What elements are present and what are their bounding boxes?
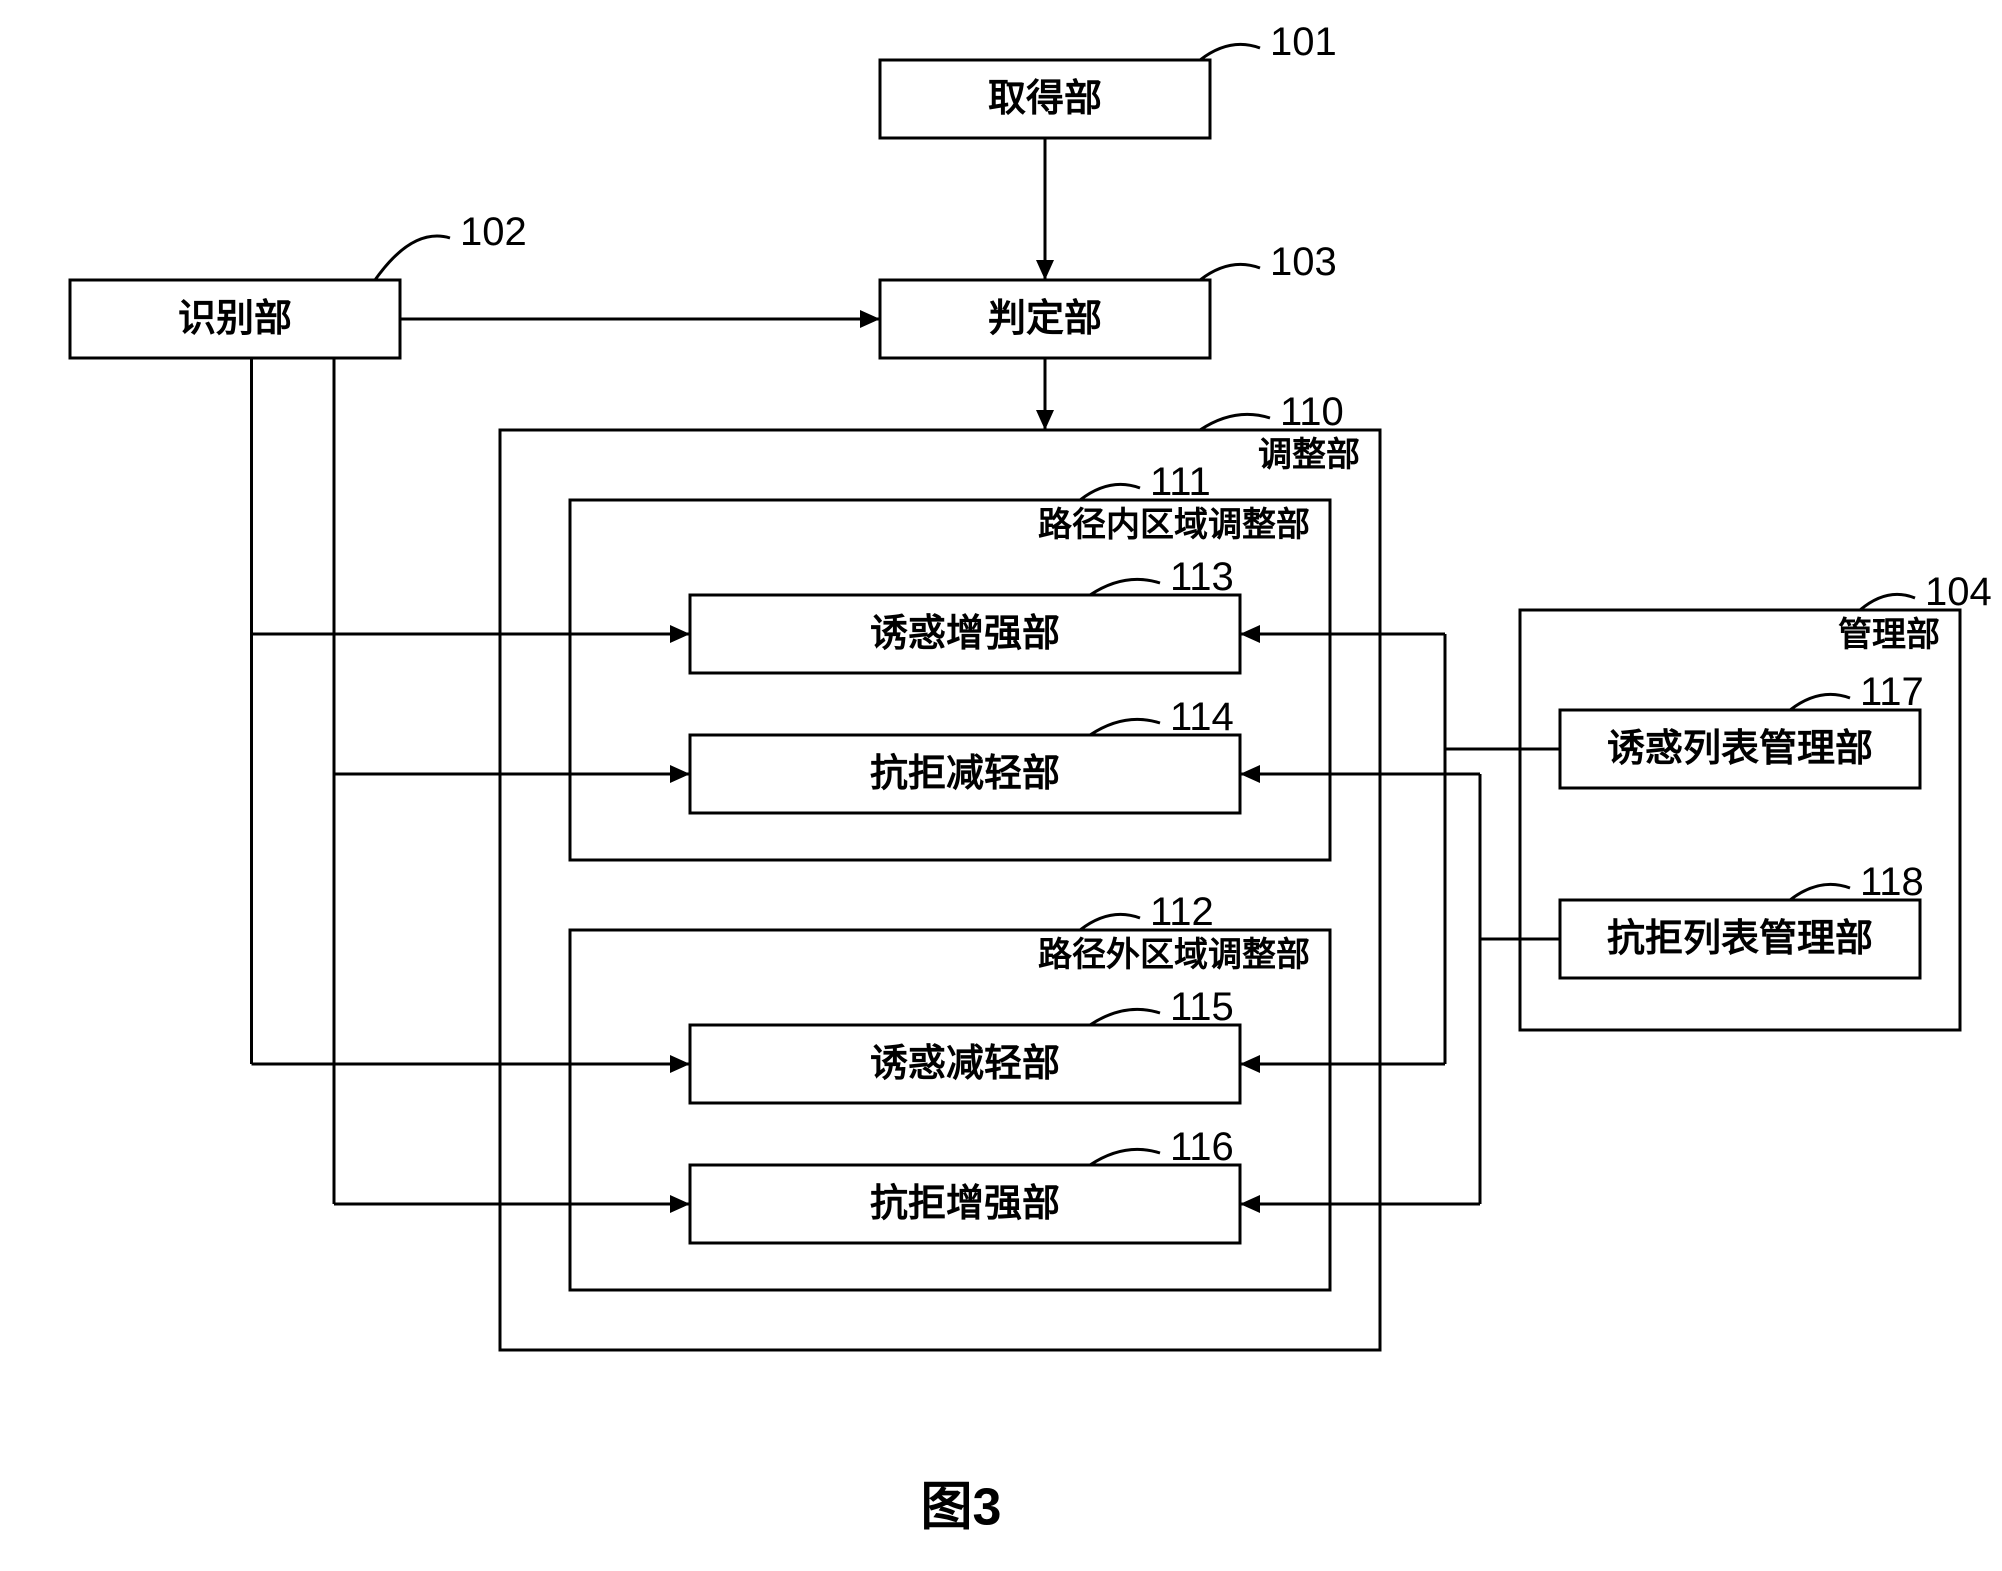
ref-b101: 101 — [1270, 20, 1337, 64]
diagram-canvas: 取得部识别部 判定部诱惑增强部抗拒减轻部诱惑减轻部抗拒增强部 诱惑列表管理部抗拒列表… — [0, 0, 2002, 1571]
figure-label: 图3 — [921, 1479, 1002, 1537]
leader-b104 — [1860, 594, 1915, 610]
ref-b116: 116 — [1170, 1125, 1234, 1169]
ref-b117: 117 — [1860, 670, 1924, 714]
leader-b101 — [1200, 44, 1260, 60]
ref-b114: 114 — [1170, 695, 1234, 739]
ref-b102: 102 — [460, 210, 527, 254]
boxes-layer — [70, 60, 1960, 1350]
title-b110: 调整部 — [1258, 436, 1360, 474]
ref-b104: 104 — [1925, 570, 1992, 614]
title-b112: 路径外区域调整部 — [1038, 936, 1310, 974]
leader-b102 — [375, 236, 450, 280]
label-b113: 诱惑增强部 — [870, 613, 1060, 655]
label-b101: 取得部 — [988, 78, 1102, 120]
label-b118: 抗拒列表管理部 — [1607, 918, 1873, 960]
label-b117: 诱惑列表管理部 — [1607, 728, 1873, 770]
ref-b113: 113 — [1170, 555, 1234, 599]
leader-b103 — [1200, 264, 1260, 280]
label-b103: 判定部 — [988, 298, 1102, 340]
label-b116: 抗拒增强部 — [870, 1183, 1060, 1225]
ref-b112: 112 — [1150, 890, 1214, 934]
label-b102: 识别部 — [178, 298, 292, 340]
ref-b118: 118 — [1860, 860, 1924, 904]
ref-b103: 103 — [1270, 240, 1337, 284]
ref-b115: 115 — [1170, 985, 1234, 1029]
title-b104: 管理部 — [1838, 616, 1940, 654]
title-b111: 路径内区域调整部 — [1038, 506, 1310, 544]
ref-b110: 110 — [1280, 390, 1344, 434]
ref-b111: 111 — [1150, 460, 1211, 504]
leader-b110 — [1200, 414, 1270, 430]
label-b114: 抗拒减轻部 — [870, 753, 1060, 795]
label-b115: 诱惑减轻部 — [870, 1043, 1060, 1085]
